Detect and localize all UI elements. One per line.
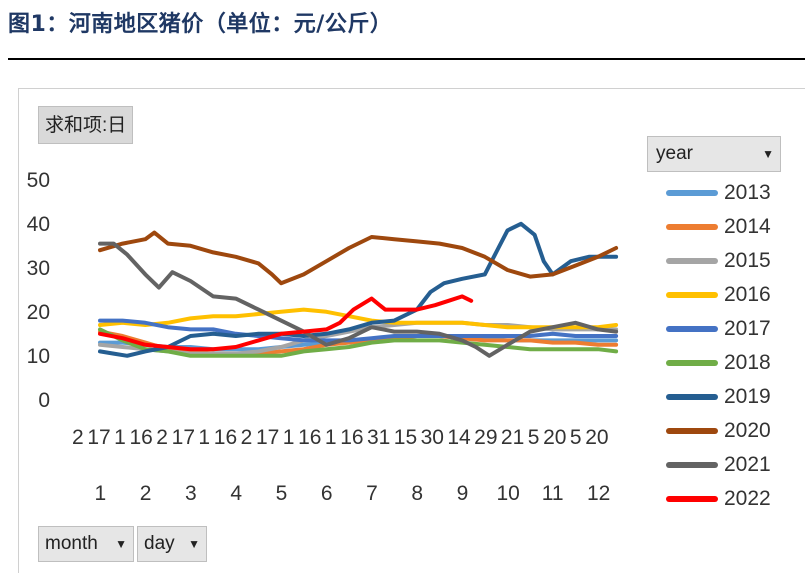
year-filter-label: year (656, 143, 693, 164)
legend-item-2014: 2014 (666, 214, 771, 240)
y-tick-label: 20 (26, 301, 50, 324)
x-day-label: 1 (114, 426, 126, 449)
x-day-label: 21 (500, 426, 525, 449)
legend-swatch (666, 190, 718, 196)
legend-item-2019: 2019 (666, 384, 771, 410)
legend-label: 2021 (724, 453, 771, 476)
legend-label: 2018 (724, 351, 771, 374)
legend-label: 2013 (724, 181, 771, 204)
x-day-label: 20 (585, 426, 609, 449)
y-tick-label: 30 (26, 257, 50, 280)
x-day-label: 16 (298, 426, 322, 449)
x-day-label: 15 (393, 426, 418, 449)
x-day-label: 2 (72, 426, 84, 449)
x-day-label: 2 (240, 426, 253, 449)
legend-label: 2019 (724, 385, 771, 408)
x-day-label: 17 (87, 426, 111, 449)
y-tick-label: 0 (38, 389, 50, 412)
day-filter-dropdown[interactable]: day ▼ (137, 526, 207, 562)
figure-title: 图1：河南地区猪价（单位：元/公斤） (8, 12, 393, 37)
x-month-label: 6 (320, 482, 333, 505)
legend-swatch (666, 496, 718, 502)
legend-item-2018: 2018 (666, 350, 771, 376)
legend-label: 2015 (724, 249, 771, 272)
year-filter-dropdown[interactable]: year ▼ (647, 136, 781, 172)
legend-swatch (666, 428, 718, 434)
x-month-label: 3 (185, 482, 197, 505)
legend-swatch (666, 394, 718, 400)
legend-label: 2020 (724, 419, 771, 442)
legend-item-2020: 2020 (666, 418, 771, 444)
x-day-label: 29 (474, 426, 498, 449)
title-divider (8, 58, 805, 60)
x-month-label: 8 (411, 482, 424, 505)
x-day-label: 16 (213, 426, 238, 449)
y-tick-label: 50 (26, 169, 50, 192)
legend-item-2015: 2015 (666, 248, 771, 274)
x-day-label: 20 (543, 426, 567, 449)
legend-label: 2017 (724, 317, 771, 340)
x-month-label: 1 (94, 482, 107, 505)
x-day-label: 1 (324, 426, 337, 449)
pivot-chart-frame (18, 88, 805, 573)
x-month-label: 10 (496, 482, 520, 505)
legend-item-2013: 2013 (666, 180, 771, 206)
x-day-label: 31 (367, 426, 391, 449)
series-line-2020 (98, 230, 619, 286)
x-day-label: 1 (282, 426, 295, 449)
y-tick-label: 10 (26, 345, 50, 368)
series-line-2017 (98, 318, 619, 343)
legend-swatch (666, 258, 718, 264)
y-tick-label: 40 (26, 213, 50, 236)
legend-swatch (666, 292, 718, 298)
series-line-2021 (98, 241, 619, 358)
legend-swatch (666, 462, 718, 468)
dropdown-arrow-icon: ▼ (115, 537, 127, 551)
x-month-label: 5 (275, 482, 288, 505)
x-day-label: 17 (255, 426, 280, 449)
x-day-label: 30 (420, 426, 444, 449)
legend-item-2021: 2021 (666, 452, 771, 478)
x-month-label: 12 (587, 482, 611, 505)
legend-swatch (666, 326, 718, 332)
series-line-2018 (98, 327, 619, 358)
month-filter-label: month (45, 533, 98, 554)
month-filter-dropdown[interactable]: month ▼ (38, 526, 134, 562)
series-line-2019 (98, 221, 619, 358)
series-line-2022 (98, 294, 474, 352)
legend-swatch (666, 224, 718, 230)
x-day-label: 5 (569, 426, 582, 449)
x-month-label: 11 (541, 482, 564, 505)
x-month-label: 7 (366, 482, 378, 505)
x-day-label: 16 (340, 426, 364, 449)
x-day-label: 1 (198, 426, 211, 449)
x-month-label: 4 (230, 482, 242, 505)
x-month-label: 2 (139, 482, 152, 505)
legend-item-2022: 2022 (666, 486, 771, 512)
dropdown-arrow-icon: ▼ (762, 147, 774, 161)
x-day-label: 5 (527, 426, 540, 449)
legend-item-2017: 2017 (666, 316, 771, 342)
x-day-label: 2 (156, 426, 168, 449)
legend-label: 2022 (724, 487, 771, 510)
legend-label: 2016 (724, 283, 771, 306)
legend-item-2016: 2016 (666, 282, 771, 308)
x-day-label: 17 (171, 426, 195, 449)
day-filter-label: day (144, 533, 175, 554)
dropdown-arrow-icon: ▼ (188, 537, 200, 551)
x-day-label: 14 (447, 426, 471, 449)
series-line-2014 (98, 329, 619, 356)
value-field-button[interactable]: 求和项:日 (38, 106, 134, 144)
x-day-label: 16 (129, 426, 153, 449)
series-line-2016 (98, 307, 619, 330)
legend-label: 2014 (724, 215, 771, 238)
x-month-label: 9 (456, 482, 469, 505)
legend-swatch (666, 360, 718, 366)
